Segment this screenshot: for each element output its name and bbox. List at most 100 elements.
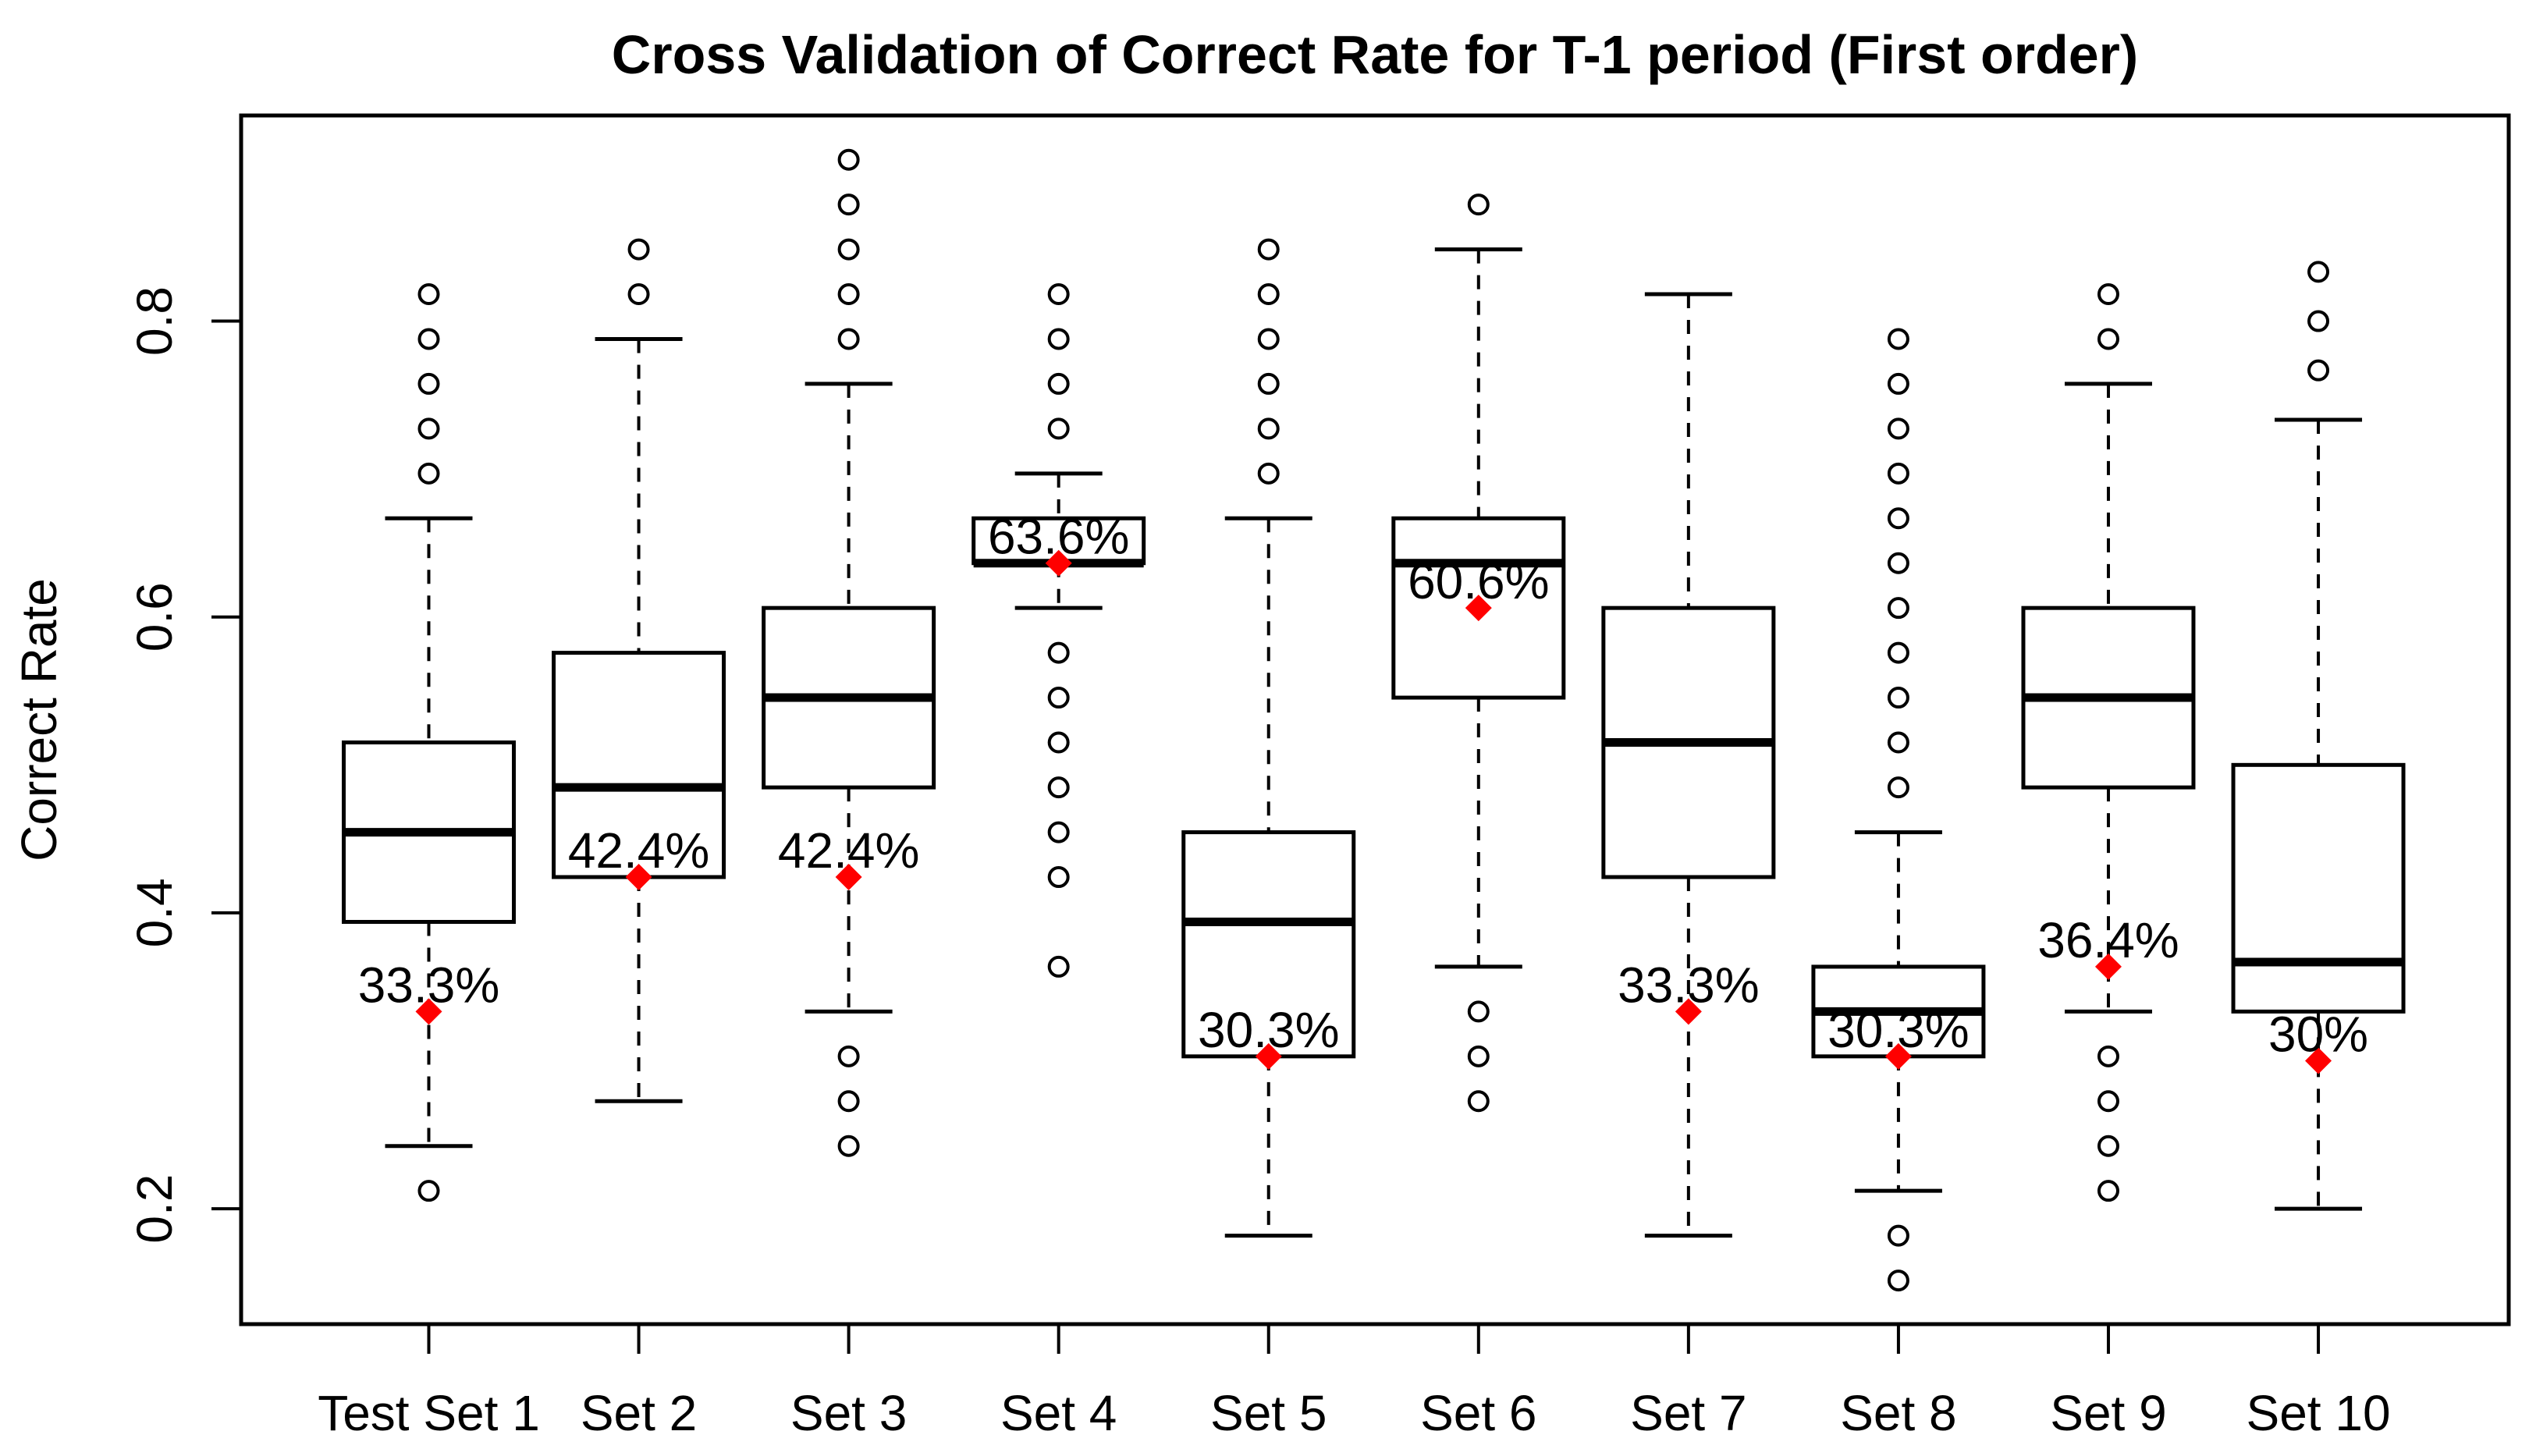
outlier-point (417, 1180, 440, 1202)
outlier-point (417, 417, 440, 440)
outlier-point (1047, 731, 1070, 754)
y-tick-label: 0.6 (126, 582, 183, 652)
outlier-point (837, 1045, 860, 1067)
marker-label: 60.6% (1408, 553, 1549, 609)
outlier-point (1257, 283, 1280, 306)
x-tick-label: Test Set 1 (318, 1385, 540, 1441)
iqr-box (2231, 762, 2406, 1014)
marker-diamond (625, 864, 652, 891)
outlier-point (837, 238, 860, 261)
outlier-point (417, 462, 440, 485)
box-set-5: 30.3% (1181, 238, 1356, 1238)
marker-diamond (1255, 1042, 1282, 1070)
outlier-point (1887, 776, 1909, 799)
outlier-point (1047, 866, 1070, 889)
x-tick-label: Set 2 (581, 1385, 697, 1441)
x-tick-label: Set 5 (1210, 1385, 1327, 1441)
outlier-point (417, 283, 440, 306)
outlier-point (1047, 641, 1070, 664)
marker-label: 42.4% (778, 822, 919, 879)
outlier-point (1887, 1270, 1909, 1292)
outlier-point (2097, 328, 2119, 350)
outlier-point (1047, 955, 1070, 978)
marker-diamond (2094, 953, 2122, 980)
outlier-point (1887, 641, 1909, 664)
outlier-point (417, 372, 440, 395)
outlier-point (1467, 1090, 1490, 1113)
plot-border (239, 113, 2511, 1326)
marker-label: 33.3% (358, 957, 499, 1013)
iqr-box (1181, 830, 1356, 1059)
outlier-point (1887, 731, 1909, 754)
outlier-point (2097, 1135, 2119, 1157)
outlier-point (1257, 417, 1280, 440)
x-tick-label: Set 8 (1840, 1385, 1956, 1441)
marker-diamond (1675, 998, 1702, 1025)
marker-label: 30.3% (1827, 1002, 1969, 1058)
marker-diamond (1465, 595, 1492, 622)
box-set-3: 42.4% (762, 148, 936, 1157)
x-tick-label: Set 9 (2050, 1385, 2166, 1441)
outlier-point (417, 328, 440, 350)
outlier-point (837, 1135, 860, 1157)
marker-diamond (415, 998, 442, 1025)
x-axis: Test Set 1 Set 2 Set 3 Set 4 Set 5 Set 6 Set 7… (318, 1324, 2391, 1441)
outlier-point (1887, 687, 1909, 709)
outlier-point (1887, 372, 1909, 395)
y-tick-label: 0.2 (126, 1174, 183, 1244)
marker-label: 30.3% (1198, 1002, 1339, 1058)
outlier-point (837, 328, 860, 350)
y-axis-label: Correct Rate (11, 578, 67, 861)
marker-label: 63.6% (988, 509, 1129, 565)
box-set-2: 42.4% (552, 238, 726, 1103)
marker-diamond (835, 864, 862, 891)
outlier-point (2307, 261, 2330, 283)
outlier-point (1047, 417, 1070, 440)
outlier-point (1047, 687, 1070, 709)
outlier-point (2097, 1180, 2119, 1202)
marker-label: 36.4% (2037, 912, 2179, 968)
chart-title: Cross Validation of Correct Rate for T-1… (612, 24, 2138, 85)
outlier-point (1047, 776, 1070, 799)
outlier-point (1467, 1000, 1490, 1023)
outlier-point (1467, 194, 1490, 216)
outlier-point (1047, 821, 1070, 843)
marker-label: 42.4% (568, 822, 709, 879)
outlier-point (1887, 552, 1909, 574)
iqr-box (552, 651, 726, 879)
outlier-point (2097, 283, 2119, 306)
outlier-point (1257, 238, 1280, 261)
x-tick-label: Set 6 (1420, 1385, 1536, 1441)
x-tick-label: Set 4 (1000, 1385, 1117, 1441)
outlier-point (1887, 1224, 1909, 1247)
outlier-point (837, 283, 860, 306)
outlier-point (1047, 328, 1070, 350)
outlier-point (627, 283, 650, 306)
outlier-point (627, 238, 650, 261)
outlier-point (837, 1090, 860, 1113)
x-tick-label: Set 7 (1630, 1385, 1746, 1441)
box-set-1: 33.3% (342, 283, 516, 1202)
outlier-point (1257, 462, 1280, 485)
outlier-point (1047, 372, 1070, 395)
x-tick-label: Set 10 (2247, 1385, 2391, 1441)
marker-diamond (1884, 1042, 1912, 1070)
y-tick-label: 0.8 (126, 286, 183, 356)
box-set-7: 33.3% (1601, 292, 1776, 1238)
box-set-9: 36.4% (2021, 283, 2196, 1202)
outlier-point (1257, 328, 1280, 350)
outlier-point (1887, 328, 1909, 350)
box-set-4: 63.6% (971, 283, 1146, 978)
outlier-point (1257, 372, 1280, 395)
marker-diamond (2305, 1047, 2332, 1074)
box-set-10: 30% (2231, 261, 2406, 1211)
outlier-point (1047, 283, 1070, 306)
y-tick-label: 0.4 (126, 878, 183, 947)
outlier-point (837, 194, 860, 216)
marker-label: 33.3% (1618, 957, 1759, 1013)
marker-label: 30% (2268, 1007, 2368, 1063)
outlier-point (1887, 597, 1909, 620)
outlier-point (1887, 417, 1909, 440)
x-tick-label: Set 3 (790, 1385, 907, 1441)
